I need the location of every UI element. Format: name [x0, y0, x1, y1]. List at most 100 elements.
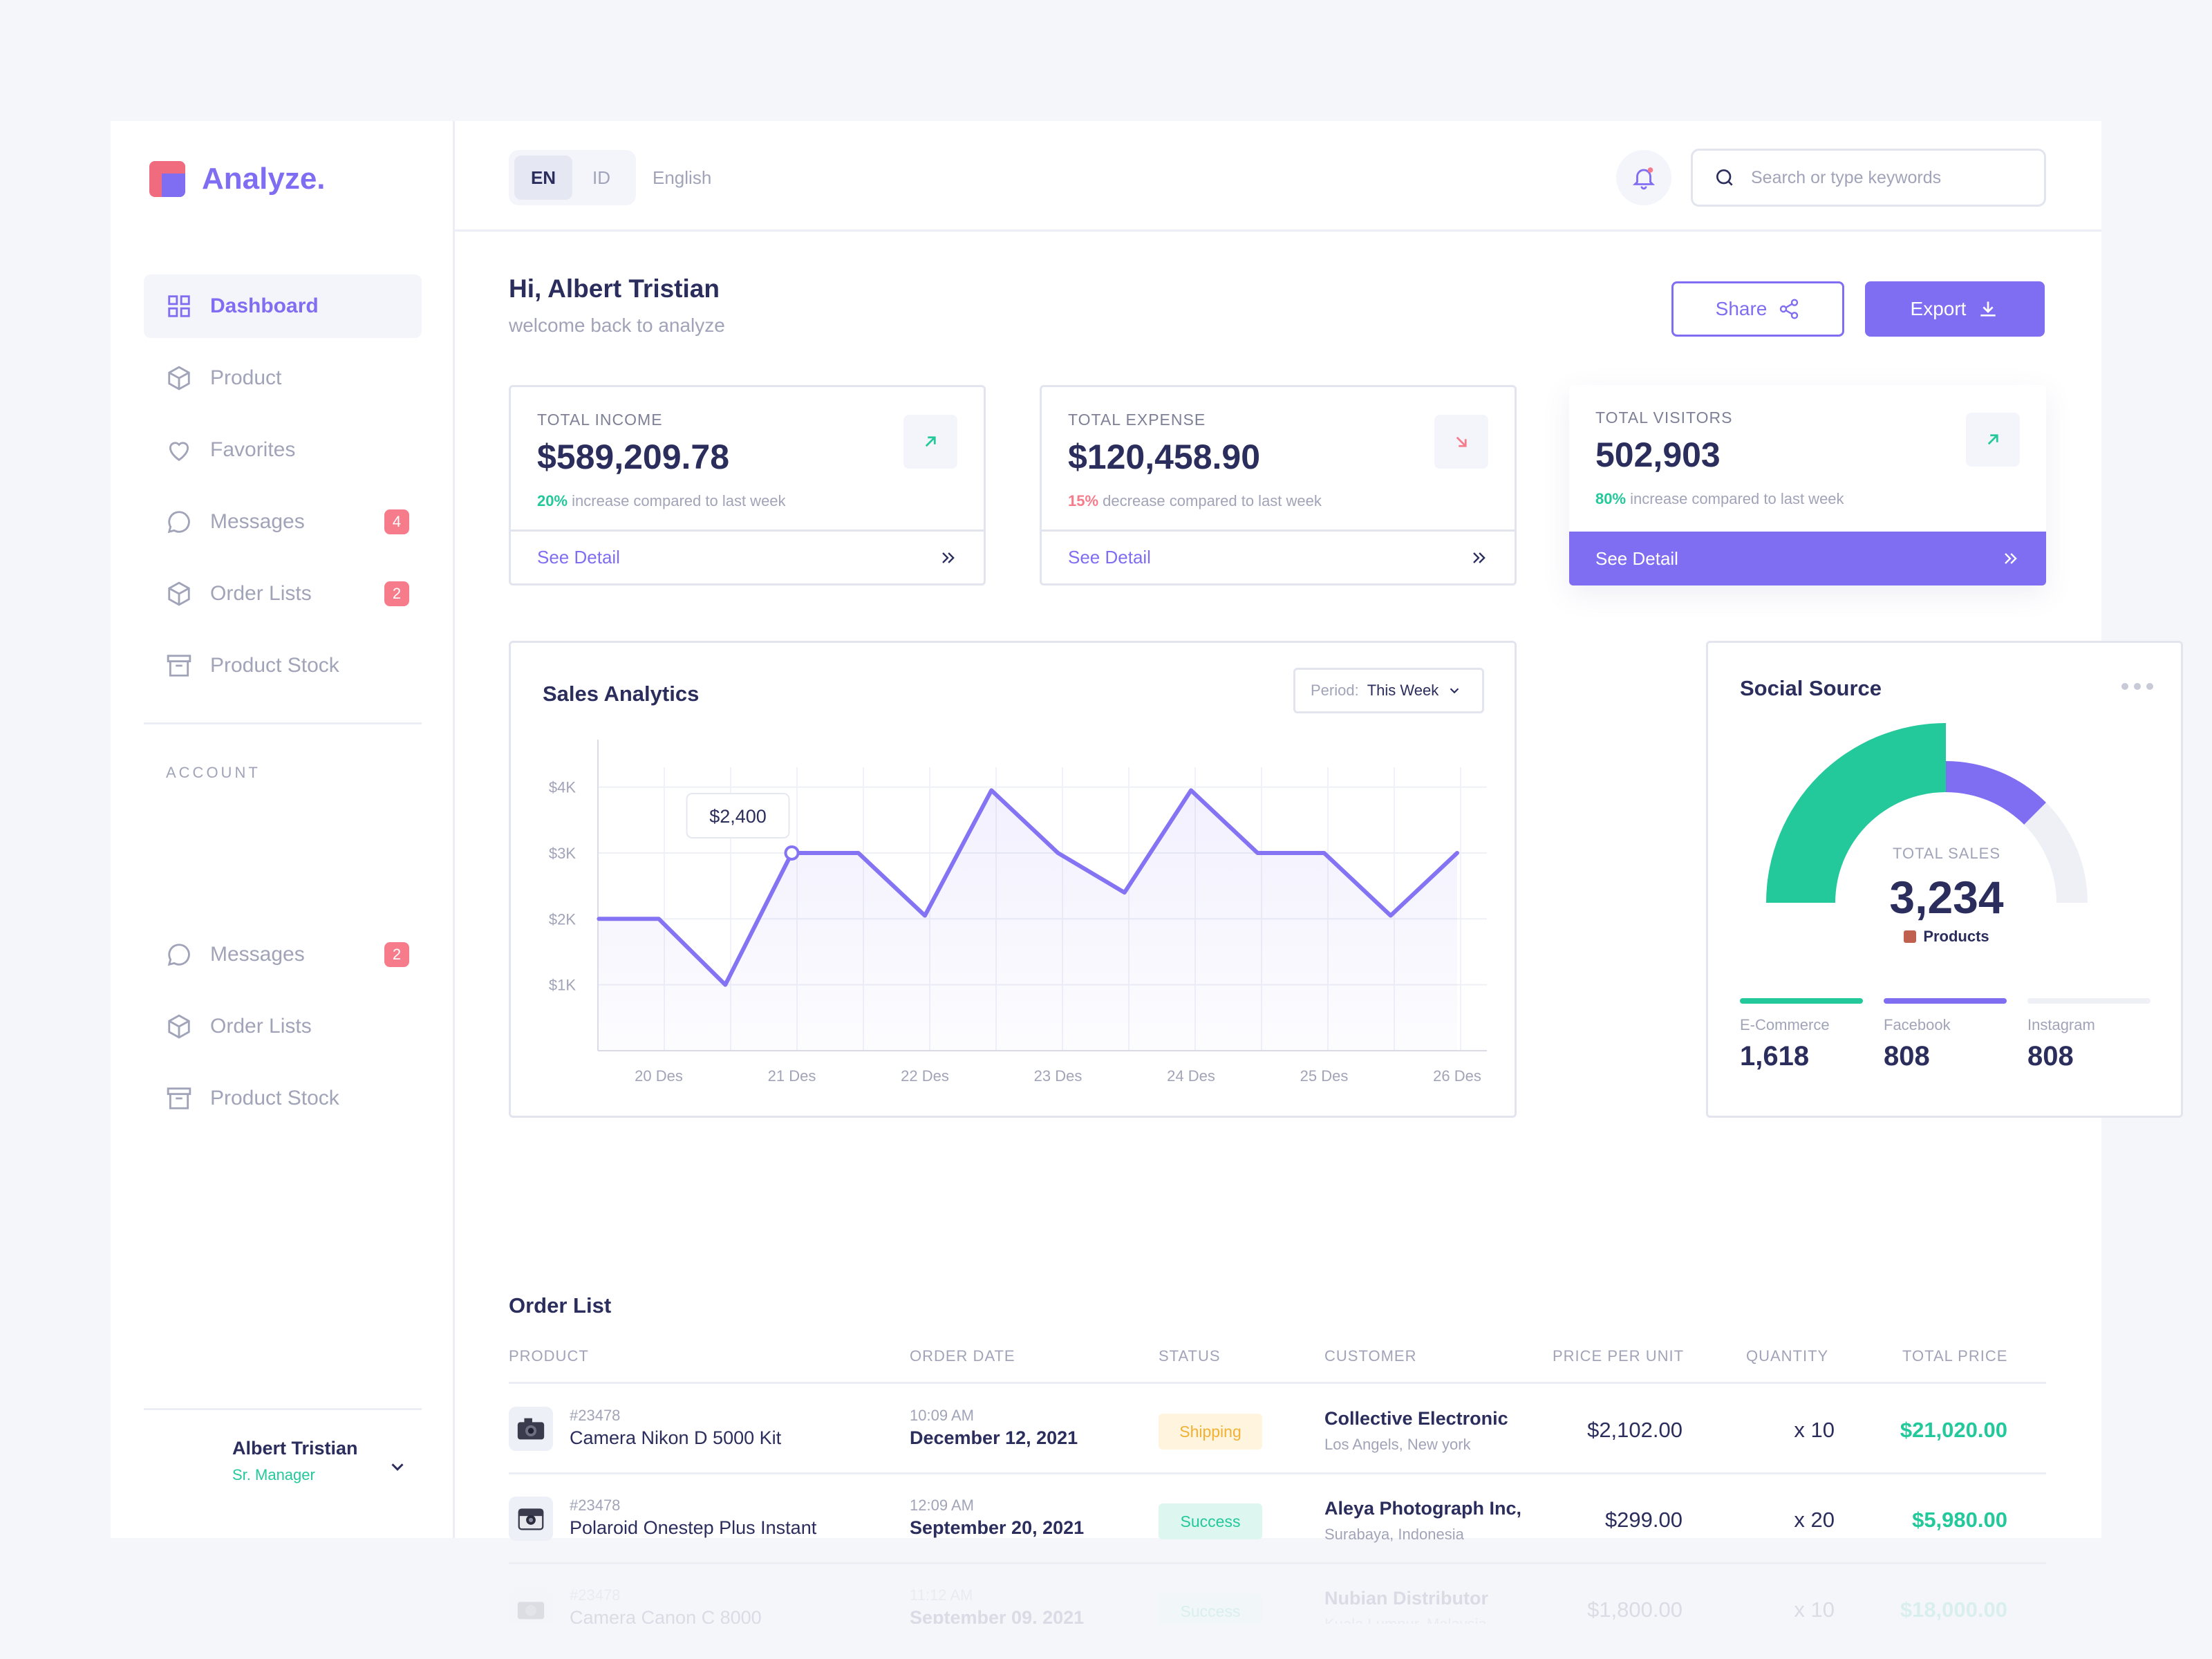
table-row[interactable]: #23478 Polaroid Onestep Plus Instant 12:… — [509, 1474, 2046, 1564]
chevron-down-icon[interactable] — [387, 1456, 408, 1477]
divider — [144, 1408, 422, 1410]
customer-name: Nubian Distributor — [1324, 1588, 1488, 1609]
divider — [144, 722, 422, 724]
x-tick-label: 24 Des — [1167, 1067, 1215, 1085]
sales-title: Sales Analytics — [543, 682, 700, 706]
brand-logo[interactable]: Analyze. — [149, 161, 326, 197]
stat-note-text: decrease compared to last week — [1098, 492, 1322, 509]
language-switcher: EN ID English — [509, 150, 711, 205]
source-bar — [1884, 998, 2007, 1004]
lang-option-id[interactable]: ID — [592, 167, 610, 188]
stat-card-income: TOTAL INCOME $589,209.78 20% increase co… — [509, 385, 986, 585]
export-button-label: Export — [1910, 298, 1967, 319]
period-dropdown[interactable]: Period: This Week — [1293, 668, 1484, 713]
tooltip-value: $2,400 — [709, 806, 767, 827]
archive-icon — [167, 1087, 191, 1109]
x-tick-label: 23 Des — [1034, 1067, 1082, 1085]
x-tick-label: 25 Des — [1300, 1067, 1349, 1085]
total-price: $5,980.00 — [1912, 1508, 2007, 1532]
table-header-divider — [509, 1382, 2046, 1384]
sales-chart: $1K $2K $3K $4K 20 Des 21 Des 22 Des 23 Des 24 D… — [549, 740, 1487, 1085]
sidebar-item-label: Order Lists — [210, 582, 312, 605]
stat-value: 502,903 — [1595, 435, 1721, 474]
grid-icon — [168, 295, 190, 317]
chevrons-right-icon — [2005, 553, 2017, 564]
search-input[interactable] — [1751, 167, 2014, 188]
app-window: Analyze. Dashboard Product Favorites Mes… — [111, 121, 2183, 1624]
arrow-up-right-icon — [925, 436, 936, 447]
more-options-icon[interactable] — [2121, 683, 2153, 690]
trend-badge — [1434, 415, 1488, 469]
sidebar-item-label: Product Stock — [210, 654, 339, 677]
sidebar-item-label: Dashboard — [210, 294, 319, 317]
order-id: #23478 — [570, 1497, 621, 1514]
price-per-unit: $299.00 — [1604, 1508, 1683, 1532]
sidebar-item-account-messages[interactable]: Messages 2 — [144, 923, 422, 986]
section-title-account: ACCOUNT — [166, 764, 261, 781]
sidebar-item-account-order-lists[interactable]: Order Lists — [144, 995, 422, 1058]
topbar: EN ID English — [455, 121, 2101, 232]
sales-line — [597, 788, 1459, 987]
y-tick-label: $4K — [549, 779, 576, 796]
source-value: 808 — [2027, 1041, 2074, 1071]
export-button[interactable]: Export — [1865, 281, 2045, 337]
user-name: Albert Tristian — [232, 1438, 358, 1459]
badge-count: 4 — [384, 509, 409, 534]
x-tick-label: 22 Des — [901, 1067, 949, 1085]
col-header-price: PRICE PER UNIT — [1553, 1347, 1685, 1365]
stat-note-text: increase compared to last week — [1626, 490, 1844, 507]
chevrons-right-icon — [1473, 552, 1485, 563]
search-box[interactable] — [1691, 149, 2046, 207]
sidebar-item-product[interactable]: Product — [144, 346, 422, 410]
y-tick-label: $1K — [549, 977, 576, 994]
user-role: Sr. Manager — [232, 1466, 315, 1483]
sidebar-item-favorites[interactable]: Favorites — [144, 418, 422, 482]
sidebar-item-order-lists[interactable]: Order Lists 2 — [144, 562, 422, 626]
col-header-product: PRODUCT — [509, 1347, 589, 1365]
table-row[interactable]: #23478 Camera Canon C 8000 11:12 AM Sept… — [509, 1564, 2046, 1624]
status-badge: Success — [1159, 1503, 1262, 1539]
gauge-segment-facebook — [1946, 761, 2046, 825]
download-icon — [1980, 301, 1996, 317]
source-value: 1,618 — [1740, 1041, 1810, 1071]
search-icon — [1716, 169, 1733, 186]
source-value: 808 — [1884, 1041, 1930, 1071]
chat-icon — [167, 511, 190, 534]
tooltip-box — [686, 792, 790, 838]
source-bar — [1740, 998, 1863, 1004]
lang-option-en[interactable]: EN — [514, 156, 572, 200]
social-source-card: Social Source TOTAL SALES 3,234 Products… — [1706, 641, 2183, 1118]
period-value: This Week — [1367, 682, 1439, 699]
product-name: Camera Nikon D 5000 Kit — [570, 1427, 782, 1448]
gauge-value: 3,234 — [1889, 872, 2004, 923]
see-detail-link[interactable]: See Detail — [1042, 529, 1515, 583]
sidebar-item-product-stock[interactable]: Product Stock — [144, 634, 422, 697]
source-bar — [2027, 998, 2150, 1004]
customer-location: Los Angels, New york — [1324, 1436, 1471, 1453]
y-tick-label: $3K — [549, 845, 576, 862]
stat-card-expense: TOTAL EXPENSE $120,458.90 15% decrease c… — [1040, 385, 1517, 585]
notification-button[interactable] — [1616, 150, 1671, 205]
see-detail-link[interactable]: See Detail — [511, 529, 984, 583]
user-profile[interactable]: Albert Tristian Sr. Manager — [232, 1438, 358, 1484]
share-button[interactable]: Share — [1671, 281, 1844, 337]
sidebar-item-account-product-stock[interactable]: Product Stock — [144, 1067, 422, 1130]
see-detail-link[interactable]: See Detail — [1569, 532, 2046, 585]
chevron-down-icon — [1450, 688, 1459, 694]
sidebar-item-label: Favorites — [210, 438, 296, 461]
table-row[interactable]: #23478 Camera Nikon D 5000 Kit 10:09 AM … — [509, 1385, 2046, 1474]
stat-note: 15% decrease compared to last week — [1068, 492, 1322, 510]
stat-value: $589,209.78 — [537, 438, 730, 476]
greeting: Hi, Albert Tristian welcome back to anal… — [509, 274, 725, 337]
stat-label: TOTAL EXPENSE — [1068, 411, 1206, 429]
archive-icon — [167, 655, 191, 677]
total-price: $18,000.00 — [1900, 1597, 2007, 1622]
source-facebook: Facebook 808 — [1884, 998, 2007, 1072]
sidebar-item-messages[interactable]: Messages 4 — [144, 490, 422, 554]
trend-badge — [1966, 413, 2020, 467]
see-detail-label: See Detail — [537, 547, 620, 568]
sidebar-item-dashboard[interactable]: Dashboard — [144, 274, 422, 338]
order-date: September 09, 2021 — [910, 1607, 1085, 1624]
logo-icon — [149, 161, 185, 197]
share-button-label: Share — [1715, 298, 1768, 319]
